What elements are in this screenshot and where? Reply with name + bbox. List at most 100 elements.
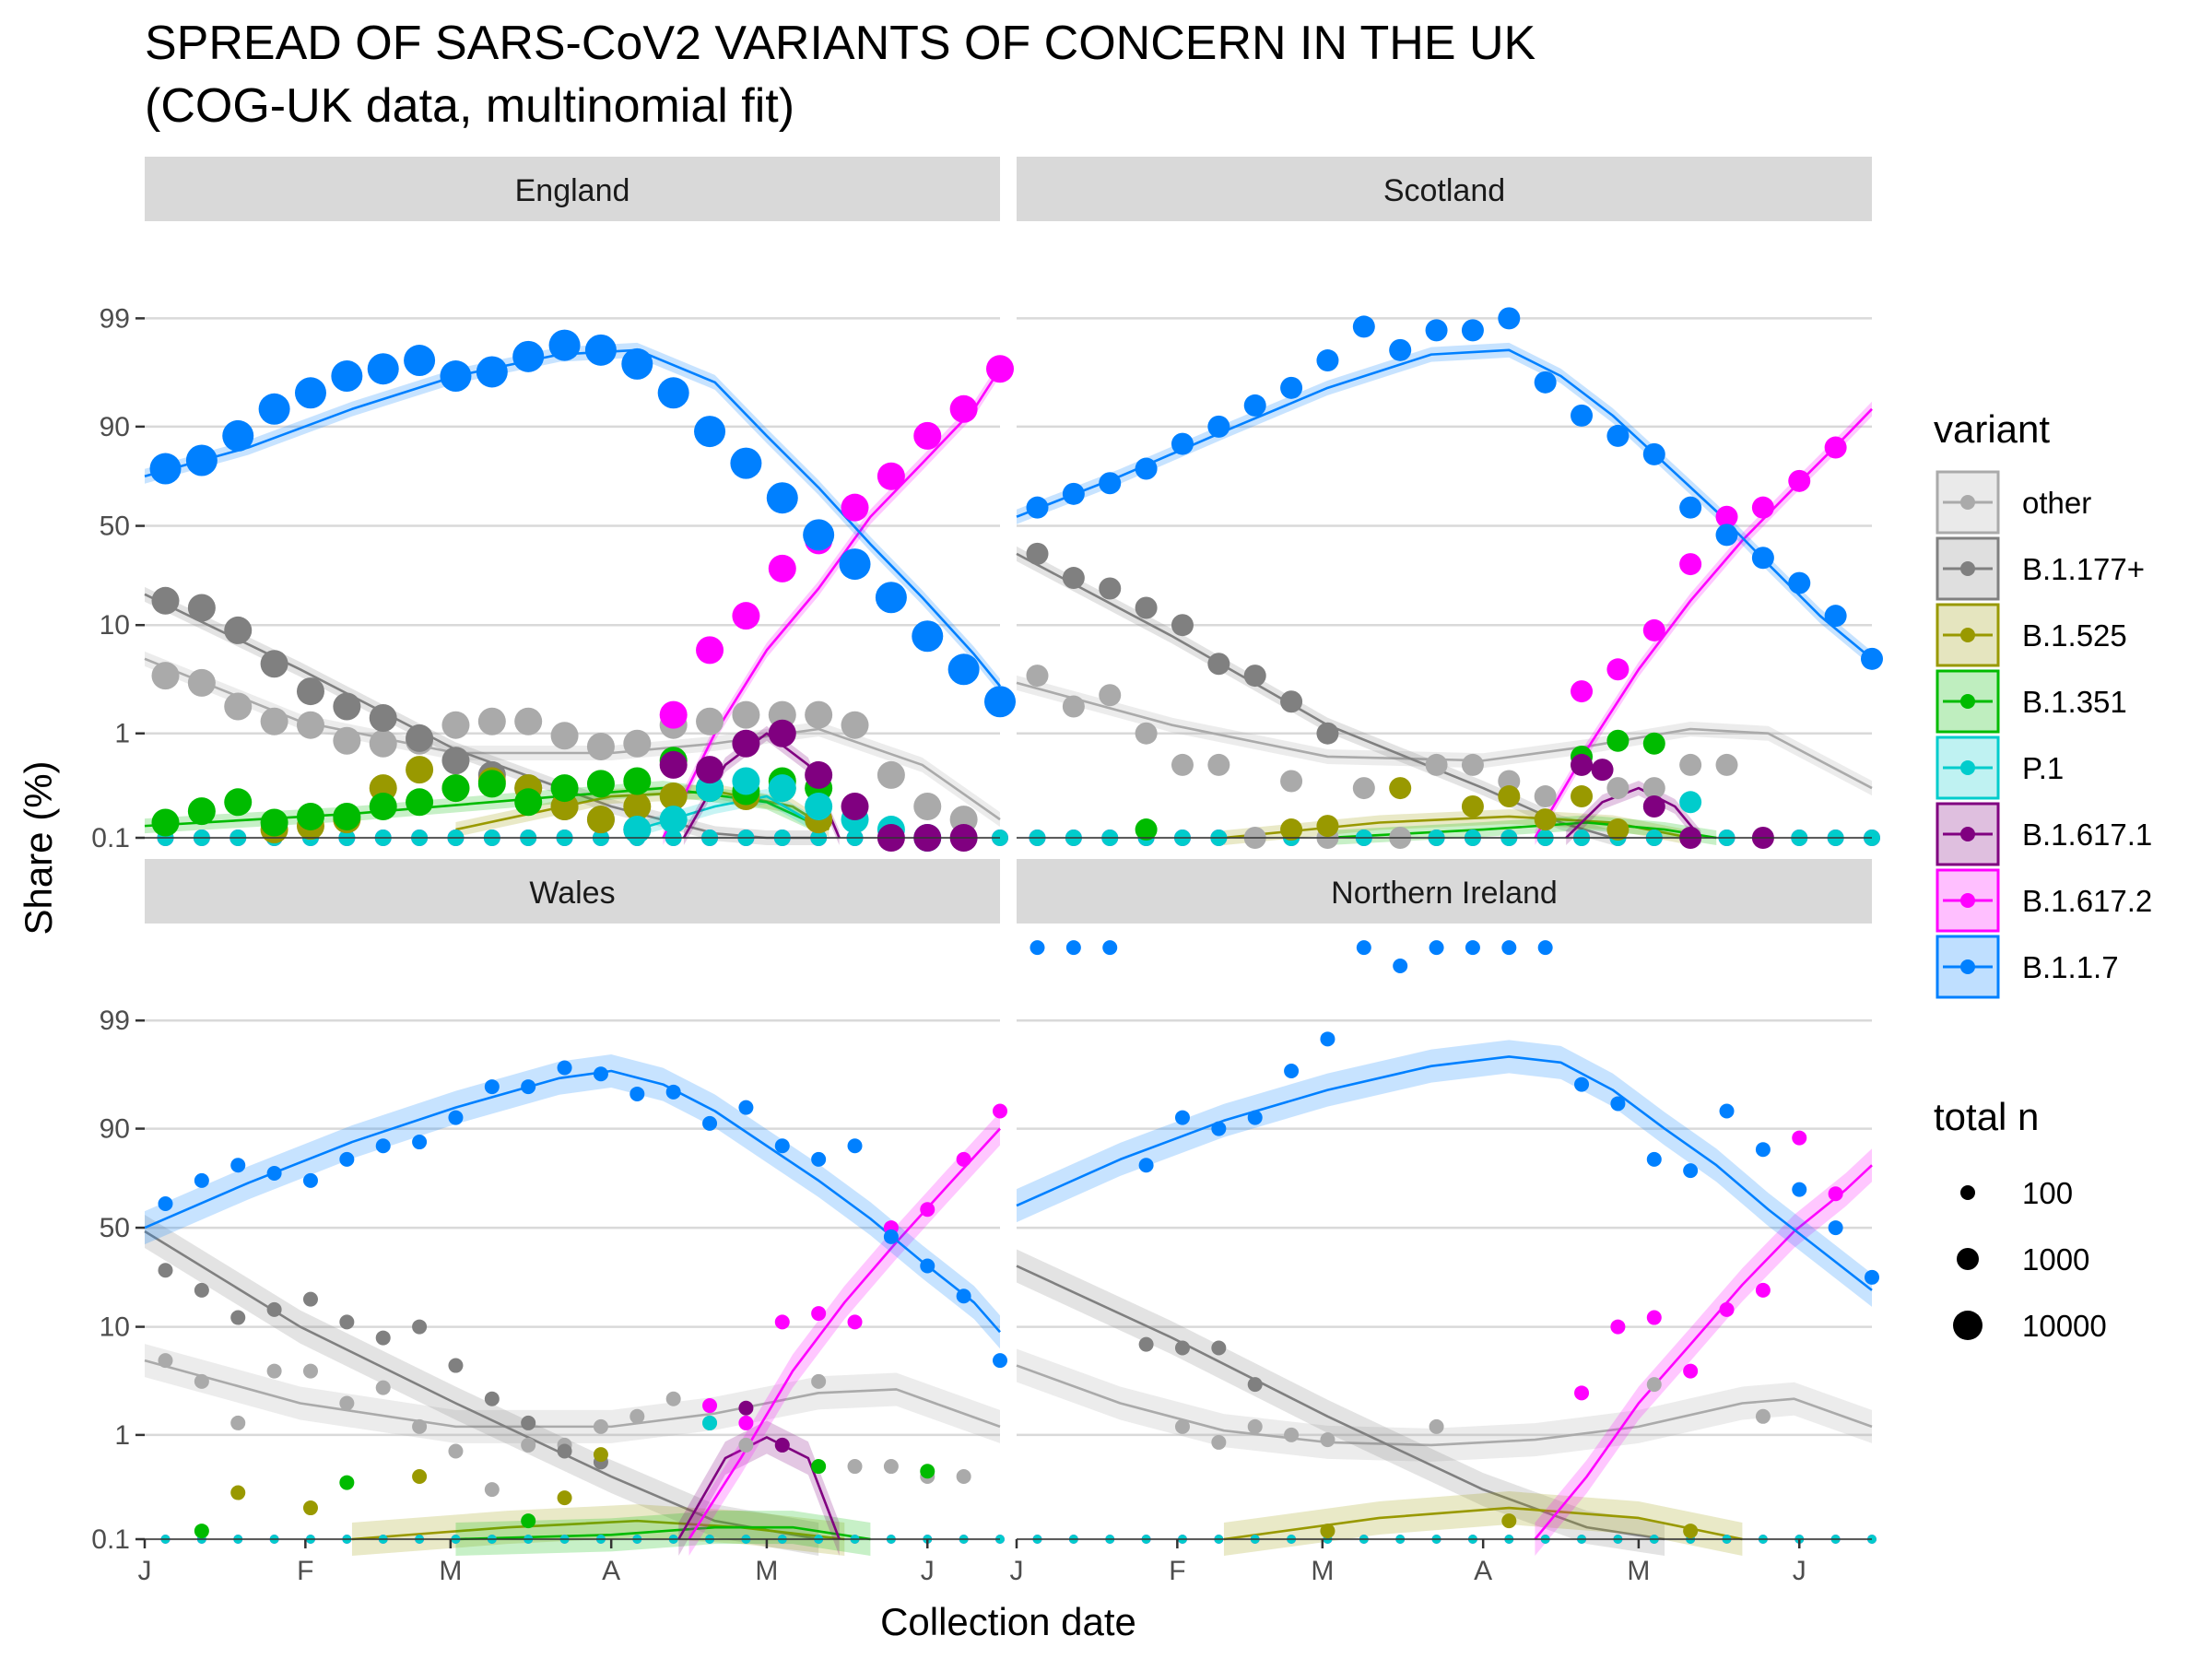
point-scotland-other (1099, 684, 1122, 707)
y-tick-label: 90 (100, 1114, 130, 1145)
point-scotland-p-1 (1679, 791, 1702, 814)
point-wales-b-1-177 (484, 1391, 500, 1406)
point-england-b-1-617-2 (768, 554, 796, 582)
point-wales-b-1-351 (920, 1464, 935, 1479)
point-scotland-b-1-1-7 (1207, 415, 1230, 438)
point-scotland-other (1679, 753, 1702, 776)
point-scotland-b-1-177 (1207, 653, 1230, 676)
strip-label-wales: Wales (529, 876, 615, 911)
point-england-b-1-177 (187, 594, 216, 622)
point-northern-ireland-b-1-525 (1320, 1524, 1335, 1539)
point-wales-b-1-617-1 (738, 1400, 754, 1416)
point-england-b-1-617-2 (696, 636, 724, 665)
point-scotland-b-1-177 (1135, 596, 1158, 619)
point-wales-b-1-525 (412, 1469, 428, 1485)
ribbon-northern-ireland-b-1-177 (1017, 1249, 1665, 1556)
point-northern-ireland-b-1-1-7 (1683, 1163, 1699, 1179)
point-northern-ireland-b-1-1-7 (1065, 940, 1081, 956)
point-scotland-b-1-1-7 (1606, 424, 1630, 447)
point-northern-ireland-b-1-1-7 (1465, 940, 1480, 956)
point-england-b-1-1-7 (766, 482, 798, 514)
point-wales-b-1-1-7 (665, 1084, 681, 1100)
point-wales-other (956, 1469, 971, 1485)
legend-variant-title: variant (1934, 407, 2050, 451)
point-wales-b-1-617-2 (956, 1151, 971, 1167)
point-wales-other (448, 1443, 464, 1459)
point-scotland-b-1-177 (1243, 665, 1266, 688)
point-scotland-b-1-617-2 (1788, 469, 1811, 492)
point-wales-other (738, 1437, 754, 1453)
x-tick-label: J (138, 1556, 152, 1586)
point-england-other (841, 711, 869, 739)
strip-wales (145, 859, 1000, 924)
point-wales-b-1-177 (194, 1282, 209, 1298)
point-england-other (260, 707, 288, 735)
point-england-b-1-351 (623, 767, 652, 795)
point-england-b-1-351 (406, 788, 434, 817)
ribbon-wales-b-1-1-7 (145, 1053, 1000, 1349)
point-scotland-b-1-351 (1642, 732, 1665, 755)
point-wales-other (629, 1408, 645, 1424)
point-wales-b-1-1-7 (302, 1172, 318, 1188)
point-northern-ireland-b-1-1-7 (1610, 1096, 1626, 1112)
point-northern-ireland-b-1-1-7 (1138, 1158, 1154, 1173)
point-england-b-1-617-2 (913, 421, 942, 450)
y-tick-label: 10 (100, 1312, 130, 1343)
point-scotland-b-1-177 (1099, 577, 1122, 600)
point-england-b-1-1-7 (185, 444, 218, 477)
point-northern-ireland-other (1320, 1432, 1335, 1448)
point-england-b-1-617-1 (659, 750, 688, 779)
point-wales-other (412, 1418, 428, 1434)
ribbon-northern-ireland-b-1-525 (1223, 1491, 1743, 1556)
point-england-b-1-1-7 (839, 548, 871, 581)
point-england-b-1-617-2 (986, 355, 1014, 383)
point-wales-b-1-177 (412, 1319, 428, 1335)
point-scotland-b-1-177 (1171, 614, 1194, 637)
point-england-other (877, 760, 905, 789)
point-england-p-1 (805, 792, 833, 820)
point-england-b-1-1-7 (694, 416, 726, 448)
point-scotland-b-1-525 (1571, 785, 1594, 808)
point-england-other (550, 722, 579, 750)
point-wales-other (484, 1482, 500, 1498)
legend-size: 100 1000 10000 (1953, 1176, 2107, 1343)
point-wales-b-1-1-7 (448, 1110, 464, 1125)
point-wales-b-1-1-7 (230, 1158, 246, 1173)
point-northern-ireland-other (1174, 1418, 1190, 1434)
fit-line-scotland-other (1016, 681, 1873, 790)
point-wales-b-1-1-7 (484, 1079, 500, 1095)
point-england-other (151, 662, 180, 690)
point-england-b-1-177 (333, 692, 361, 721)
size-legend-label-10000: 10000 (2022, 1309, 2107, 1343)
point-scotland-b-1-177 (1062, 567, 1085, 590)
fit-line-england-other (144, 657, 1001, 821)
ribbon-wales-b-1-351 (455, 1511, 871, 1556)
point-england-b-1-1-7 (875, 582, 907, 614)
panel-northern-ireland (1016, 940, 1879, 1556)
point-england-b-1-351 (260, 808, 288, 837)
point-wales-b-1-177 (521, 1415, 536, 1430)
point-wales-b-1-351 (339, 1475, 355, 1490)
point-wales-b-1-177 (230, 1310, 246, 1325)
ribbon-england-b-1-617-1 (683, 725, 840, 845)
ribbon-northern-ireland-b-1-1-7 (1017, 1040, 1872, 1307)
point-scotland-b-1-617-2 (1606, 658, 1630, 681)
x-tick-label: J (921, 1556, 935, 1586)
point-england-p-1 (659, 806, 688, 834)
point-scotland-b-1-617-2 (1751, 496, 1774, 519)
point-northern-ireland-b-1-177 (1138, 1336, 1154, 1352)
point-northern-ireland-b-1-1-7 (1537, 940, 1553, 956)
point-scotland-b-1-177 (1280, 690, 1303, 713)
fit-line-wales-b-1-617-2 (688, 1127, 1001, 1540)
fit-line-wales-b-1-525 (351, 1519, 845, 1541)
point-wales-b-1-1-7 (412, 1135, 428, 1150)
x-tick-label: M (755, 1556, 778, 1586)
chart-title-line1: SPREAD OF SARS-CoV2 VARIANTS OF CONCERN … (145, 17, 1536, 70)
point-northern-ireland-b-1-525 (1501, 1513, 1517, 1529)
point-england-b-1-1-7 (548, 329, 581, 361)
point-england-b-1-177 (260, 650, 288, 678)
ribbon-wales-other (145, 1344, 1000, 1443)
point-wales-b-1-1-7 (593, 1066, 608, 1082)
fit-line-wales-b-1-617-1 (677, 1436, 841, 1540)
point-scotland-b-1-1-7 (1824, 605, 1847, 628)
